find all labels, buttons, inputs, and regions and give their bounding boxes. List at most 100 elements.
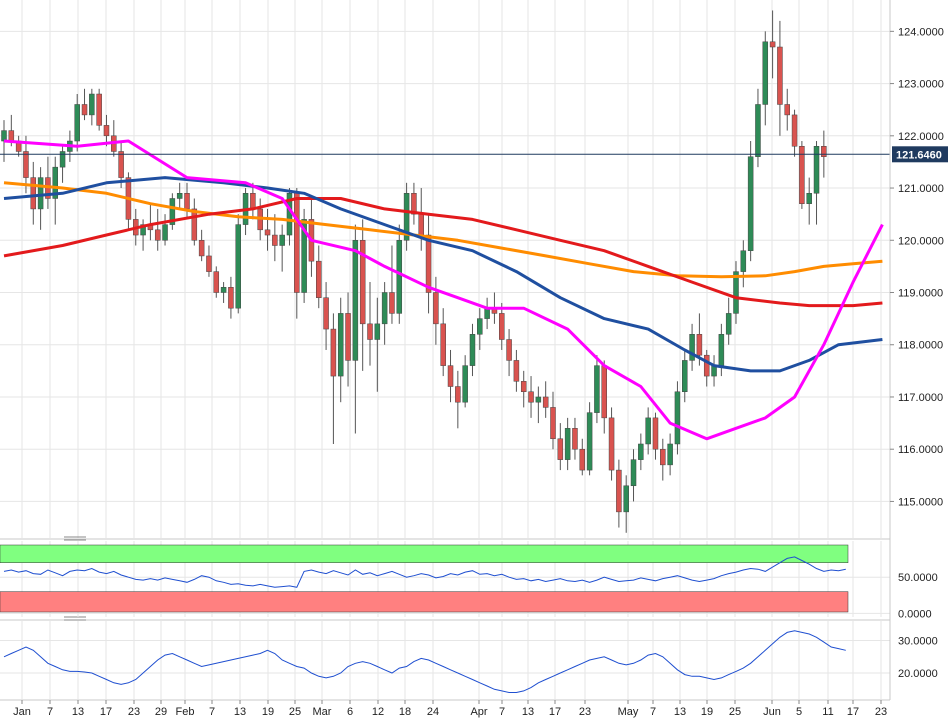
candle-up <box>689 334 695 361</box>
candle-down <box>608 417 615 471</box>
rsi-panel[interactable] <box>0 541 890 617</box>
candle-down <box>520 381 527 392</box>
candle-down <box>154 229 161 241</box>
x-tick-label: 7 <box>499 706 505 718</box>
candle-down <box>550 407 556 440</box>
candle-down <box>455 386 461 403</box>
rsi-line <box>3 556 846 588</box>
x-tick-label: 7 <box>650 706 656 718</box>
x-tick-label: 6 <box>347 706 353 718</box>
candle-down <box>272 234 278 246</box>
x-tick-label: 5 <box>796 706 802 718</box>
candle-down <box>447 365 454 387</box>
main-grid <box>0 0 890 538</box>
candle-up <box>638 443 644 460</box>
y-tick-label: 118.0000 <box>898 340 943 352</box>
candle-up <box>169 198 176 225</box>
candle-down <box>652 417 659 450</box>
candle-down <box>660 448 666 466</box>
candle-down <box>528 391 534 403</box>
candle-up <box>674 391 681 445</box>
x-tick-label: May <box>618 706 639 718</box>
candle-up <box>352 240 359 361</box>
candle-down <box>191 208 198 241</box>
candle-up <box>755 104 761 157</box>
candle-down <box>791 114 798 147</box>
candle-up <box>403 193 410 241</box>
candle-up <box>176 193 183 199</box>
candle-down <box>440 323 446 366</box>
candle-down <box>601 365 607 419</box>
adx-tick-label: 20.0000 <box>898 668 938 680</box>
candle-up <box>535 396 542 403</box>
candle-down <box>359 240 366 325</box>
candle-down <box>499 313 505 340</box>
x-tick-label: 23 <box>875 706 887 718</box>
candle-up <box>140 224 146 236</box>
candle-up <box>740 250 747 272</box>
candle-up <box>725 313 732 335</box>
candle-up <box>337 313 344 377</box>
time-axis-labels: Jan 7 13 17 23 29 Feb 7 13 19 25 Mar 6 12 18 24 Apr 7 13 17… <box>13 700 887 718</box>
candle-up <box>74 104 80 142</box>
candle-down <box>367 323 373 340</box>
x-tick-label: Apr <box>470 706 487 718</box>
candle-up <box>396 240 403 314</box>
x-tick-label: 17 <box>100 706 112 718</box>
x-tick-label: 19 <box>701 706 713 718</box>
candle-down <box>821 146 827 157</box>
candle-up <box>220 287 227 293</box>
y-tick-label: 122.0000 <box>898 131 944 143</box>
last-price-tag-text: 121.6460 <box>896 149 942 161</box>
y-tick-label: 117.0000 <box>898 392 943 404</box>
candle-down <box>23 151 29 178</box>
candle-up <box>52 166 58 199</box>
x-tick-label: 13 <box>234 706 246 718</box>
candle-up <box>462 365 468 403</box>
panel-resize-handle[interactable] <box>64 536 86 541</box>
x-tick-label: Feb <box>176 706 195 718</box>
y-tick-label: 116.0000 <box>898 444 943 456</box>
candle-down <box>294 193 300 293</box>
candle-down <box>103 125 110 137</box>
rsi-overbought-zone <box>0 544 849 563</box>
x-tick-label: 13 <box>674 706 686 718</box>
ma-magenta-line <box>3 139 884 441</box>
candle-up <box>37 177 44 210</box>
candle-up <box>645 417 651 445</box>
candle-down <box>184 193 190 210</box>
x-tick-label: 25 <box>289 706 301 718</box>
y-tick-label: 115.0000 <box>898 496 943 508</box>
x-tick-label: 17 <box>549 706 561 718</box>
candle-up <box>806 193 812 204</box>
main-price-panel[interactable] <box>0 0 890 538</box>
ma-red-line <box>3 197 883 308</box>
last-price-tag: 121.6460 <box>892 146 948 163</box>
candle-down <box>264 229 271 236</box>
panel-resize-handle[interactable] <box>64 616 86 621</box>
y-tick-label: 120.0000 <box>898 235 944 247</box>
x-tick-label: 23 <box>579 706 591 718</box>
candle-down <box>542 396 549 408</box>
candle-down <box>513 360 520 382</box>
candle-up <box>469 334 476 366</box>
candle-down <box>316 260 322 298</box>
candle-up <box>477 318 483 335</box>
x-tick-label: 19 <box>262 706 274 718</box>
y-tick-label: 123.0000 <box>898 79 944 91</box>
adx-panel[interactable] <box>0 621 890 699</box>
candle-up <box>235 224 241 309</box>
candle-down <box>769 41 776 48</box>
candle-up <box>762 41 769 105</box>
candle-up <box>667 443 673 466</box>
candle-down <box>433 292 439 325</box>
candle-down <box>30 177 37 210</box>
candle-up <box>374 323 381 340</box>
adx-line <box>3 630 846 693</box>
candle-up <box>162 224 168 241</box>
candle-down <box>81 104 88 116</box>
ma-blue-line <box>3 176 883 373</box>
y-tick-label: 124.0000 <box>898 26 944 38</box>
candle-up <box>747 156 754 251</box>
